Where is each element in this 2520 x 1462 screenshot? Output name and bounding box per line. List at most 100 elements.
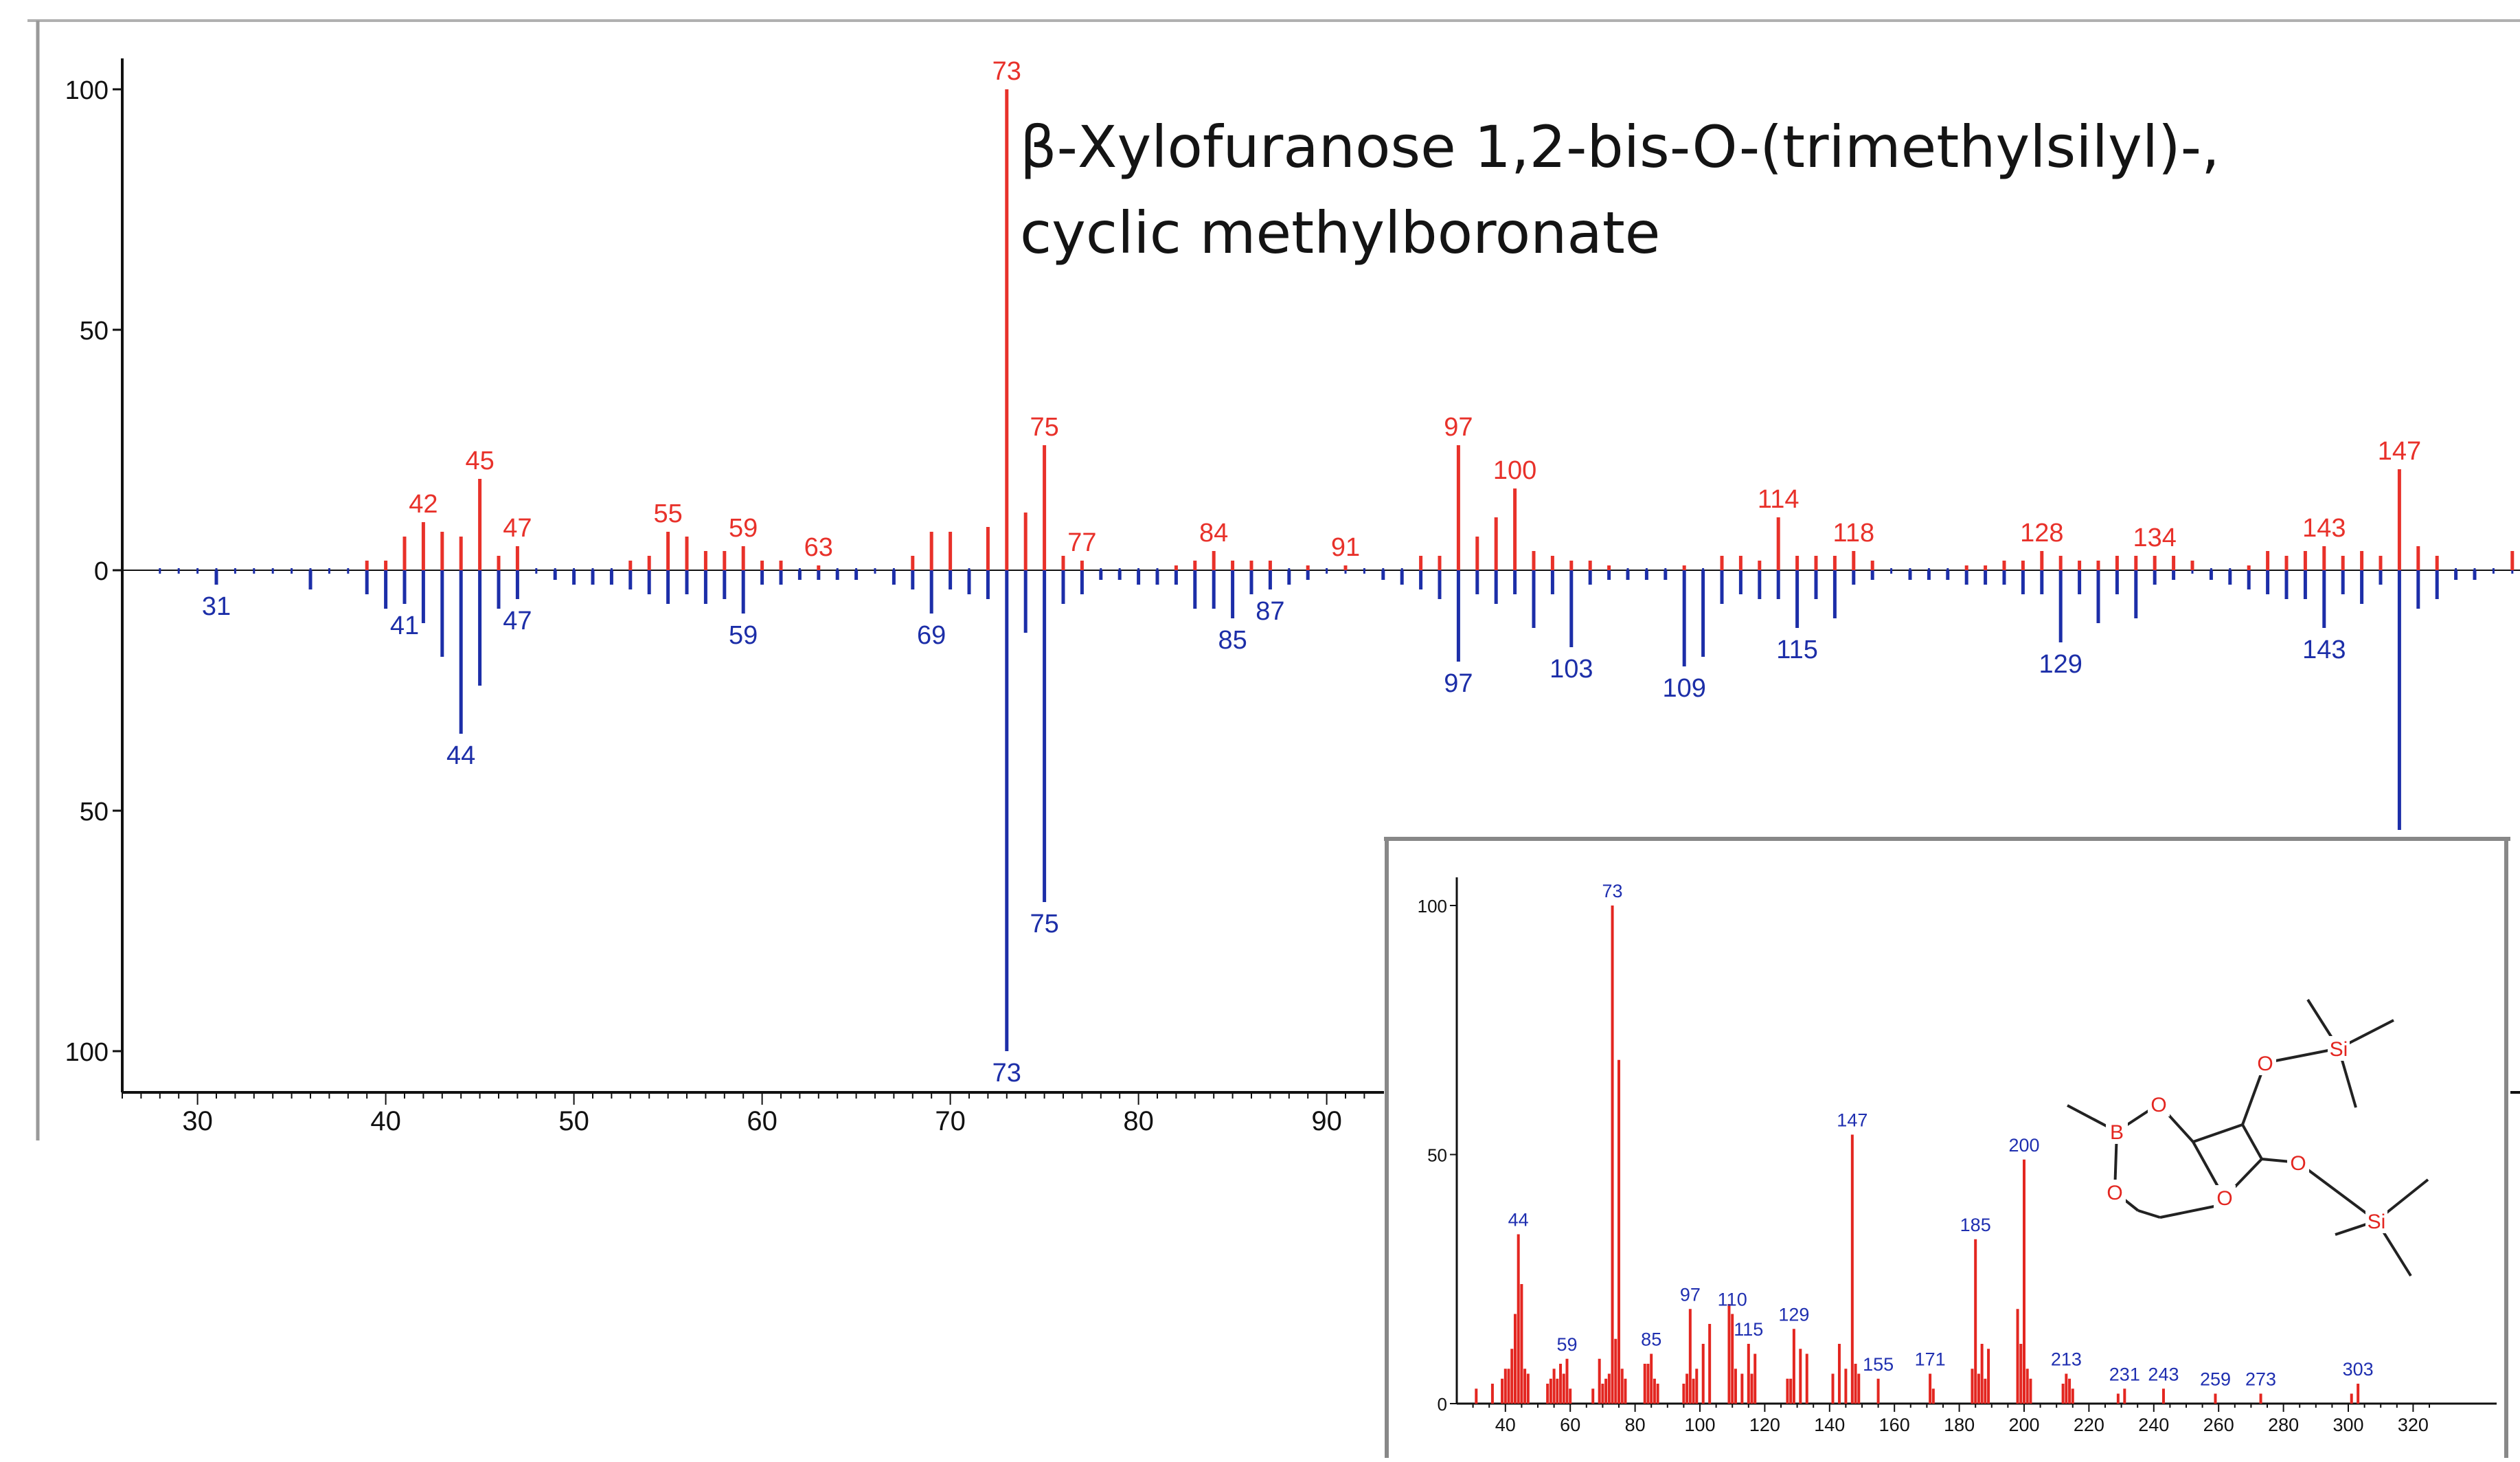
bottom-peak-label: 31 [202,592,231,621]
structure-atom-o: O [2290,1152,2306,1175]
bottom-peak-label: 47 [503,607,532,636]
structure-bond [2241,1124,2263,1160]
inset-x-tick-label: 240 [2138,1415,2169,1435]
inset-background [1384,836,2510,1458]
inset-peak-label: 200 [2008,1135,2039,1156]
bottom-peak-label: 87 [1256,597,1284,626]
structure-atom-bg [2106,1119,2128,1144]
bottom-peak-label: 59 [729,621,758,650]
x-tick-label: 30 [182,1106,213,1136]
inset-peak-label: 171 [1915,1349,1946,1370]
inset-peak-label: 110 [1718,1290,1747,1310]
structure-atom-o: O [2107,1182,2122,1204]
top-peak-label: 134 [2133,524,2176,552]
structure-bond [2192,1123,2243,1143]
inset-x-tick-label: 320 [2398,1415,2429,1435]
inset-peak-label: 44 [1508,1210,1529,1230]
x-tick-label: 50 [558,1106,589,1136]
bottom-peak-label: 41 [390,611,419,640]
x-tick-label: 60 [747,1106,777,1136]
top-peak-label: 143 [2302,514,2346,543]
inset-x-tick-label: 160 [1879,1415,1910,1435]
inset-y-tick-label: 50 [1427,1145,1447,1166]
inset-peak-label: 115 [1734,1319,1763,1340]
inset-peak-label: 85 [1641,1329,1661,1350]
structure-atom-si: Si [2368,1211,2386,1233]
top-peak-label: 55 [653,499,682,528]
inset-reference-spectrum: 100 50 0 40 60 80 100 120 140 160 180 200 220 240 260 2… [1384,836,2510,1458]
structure-atom-o: O [2216,1187,2232,1210]
inset-peak-label: 273 [2245,1369,2276,1390]
top-peak-label: 84 [1199,519,1228,548]
top-peak-label: 77 [1067,528,1096,557]
inset-x-tick-label: 120 [1749,1415,1780,1435]
inset-peak-label: 259 [2200,1369,2231,1390]
structure-bond [2137,1209,2161,1219]
bottom-peak-label: 97 [1444,669,1473,698]
top-peak-label: 75 [1030,413,1058,442]
y-tick-label: 50 [80,798,109,826]
inset-y-tick-label: 0 [1438,1394,1447,1415]
inset-peak-label: 155 [1863,1354,1894,1375]
inset-x-tick-label: 80 [1625,1415,1646,1435]
inset-x-tick-label: 140 [1814,1415,1845,1435]
chart-title-line-1: β-Xylofuranose 1,2-bis-O-(trimethylsilyl… [1020,113,2220,181]
inset-y-tick-label: 100 [1418,896,1447,916]
inset-peak-label: 129 [1778,1304,1809,1325]
inset-peak-label: 231 [2109,1364,2140,1384]
structure-atom-bg [2104,1180,2126,1204]
y-tick-label: 100 [65,1038,109,1067]
inset-x-tick-label: 60 [1560,1415,1580,1435]
structure-atom-o: O [2257,1053,2273,1075]
structure-atom-bg [2365,1208,2387,1233]
bottom-peak-label: 75 [1030,910,1058,938]
structure-atom-o: O [2150,1094,2166,1116]
structure-atom-si: Si [2330,1038,2348,1061]
inset-x-tick-label: 200 [2008,1415,2039,1435]
inset-x-tick-label: 220 [2074,1415,2104,1435]
x-tick-label: 80 [1123,1106,1154,1136]
top-peak-label: 73 [992,57,1021,86]
bottom-peak-label: 143 [2302,636,2346,664]
top-peak-label: 63 [804,533,833,562]
bottom-peak-label: 69 [917,621,946,650]
structure-bond [2297,1161,2378,1222]
bottom-peak-label: 73 [992,1059,1021,1088]
inset-x-tick-label: 180 [1944,1415,1975,1435]
top-peak-label: 128 [2020,519,2063,548]
y-tick-label: 100 [65,76,109,105]
inset-x-tick-label: 260 [2203,1415,2234,1435]
structure-atom-bg [2214,1185,2236,1210]
inset-peak-label: 213 [2051,1349,2082,1370]
structure-atom-bg [2254,1050,2276,1075]
bottom-peak-label: 85 [1218,626,1247,655]
inset-x-tick-label: 300 [2332,1415,2363,1435]
bottom-peak-label: 103 [1550,655,1593,684]
top-peak-label: 59 [729,514,758,543]
structure-atom-bg [2328,1036,2350,1061]
x-tick-label: 40 [370,1106,401,1136]
y-tick-label: 50 [80,317,109,346]
top-peak-label: 97 [1444,413,1473,442]
inset-peak-label: 59 [1556,1334,1577,1355]
inset-x-tick-label: 280 [2268,1415,2299,1435]
molecule-structure: B O O O O O Si Si [2067,998,2429,1277]
y-tick-label: 0 [94,557,109,586]
inset-peak-label: 97 [1680,1284,1701,1305]
top-peak-label: 47 [503,514,532,543]
inset-peak-label: 303 [2343,1359,2374,1380]
structure-atom-b: B [2110,1121,2124,1144]
top-peak-label: 100 [1493,456,1536,485]
inset-peak-label: 147 [1837,1110,1868,1131]
top-peak-label: 118 [1833,519,1875,548]
top-peak-label: 114 [1758,485,1800,514]
chart-title-line-2: cyclic methylboronate [1020,199,1661,267]
inset-peak-label: 73 [1602,881,1623,901]
top-peak-label: 91 [1331,533,1360,562]
inset-peak-label: 185 [1960,1215,1991,1235]
inset-peak-label: 243 [2148,1364,2179,1384]
bottom-peak-label: 44 [446,741,475,770]
top-peak-label: 147 [2378,437,2421,466]
inset-x-tick-label: 100 [1684,1415,1715,1435]
bottom-peak-label: 109 [1662,674,1705,703]
